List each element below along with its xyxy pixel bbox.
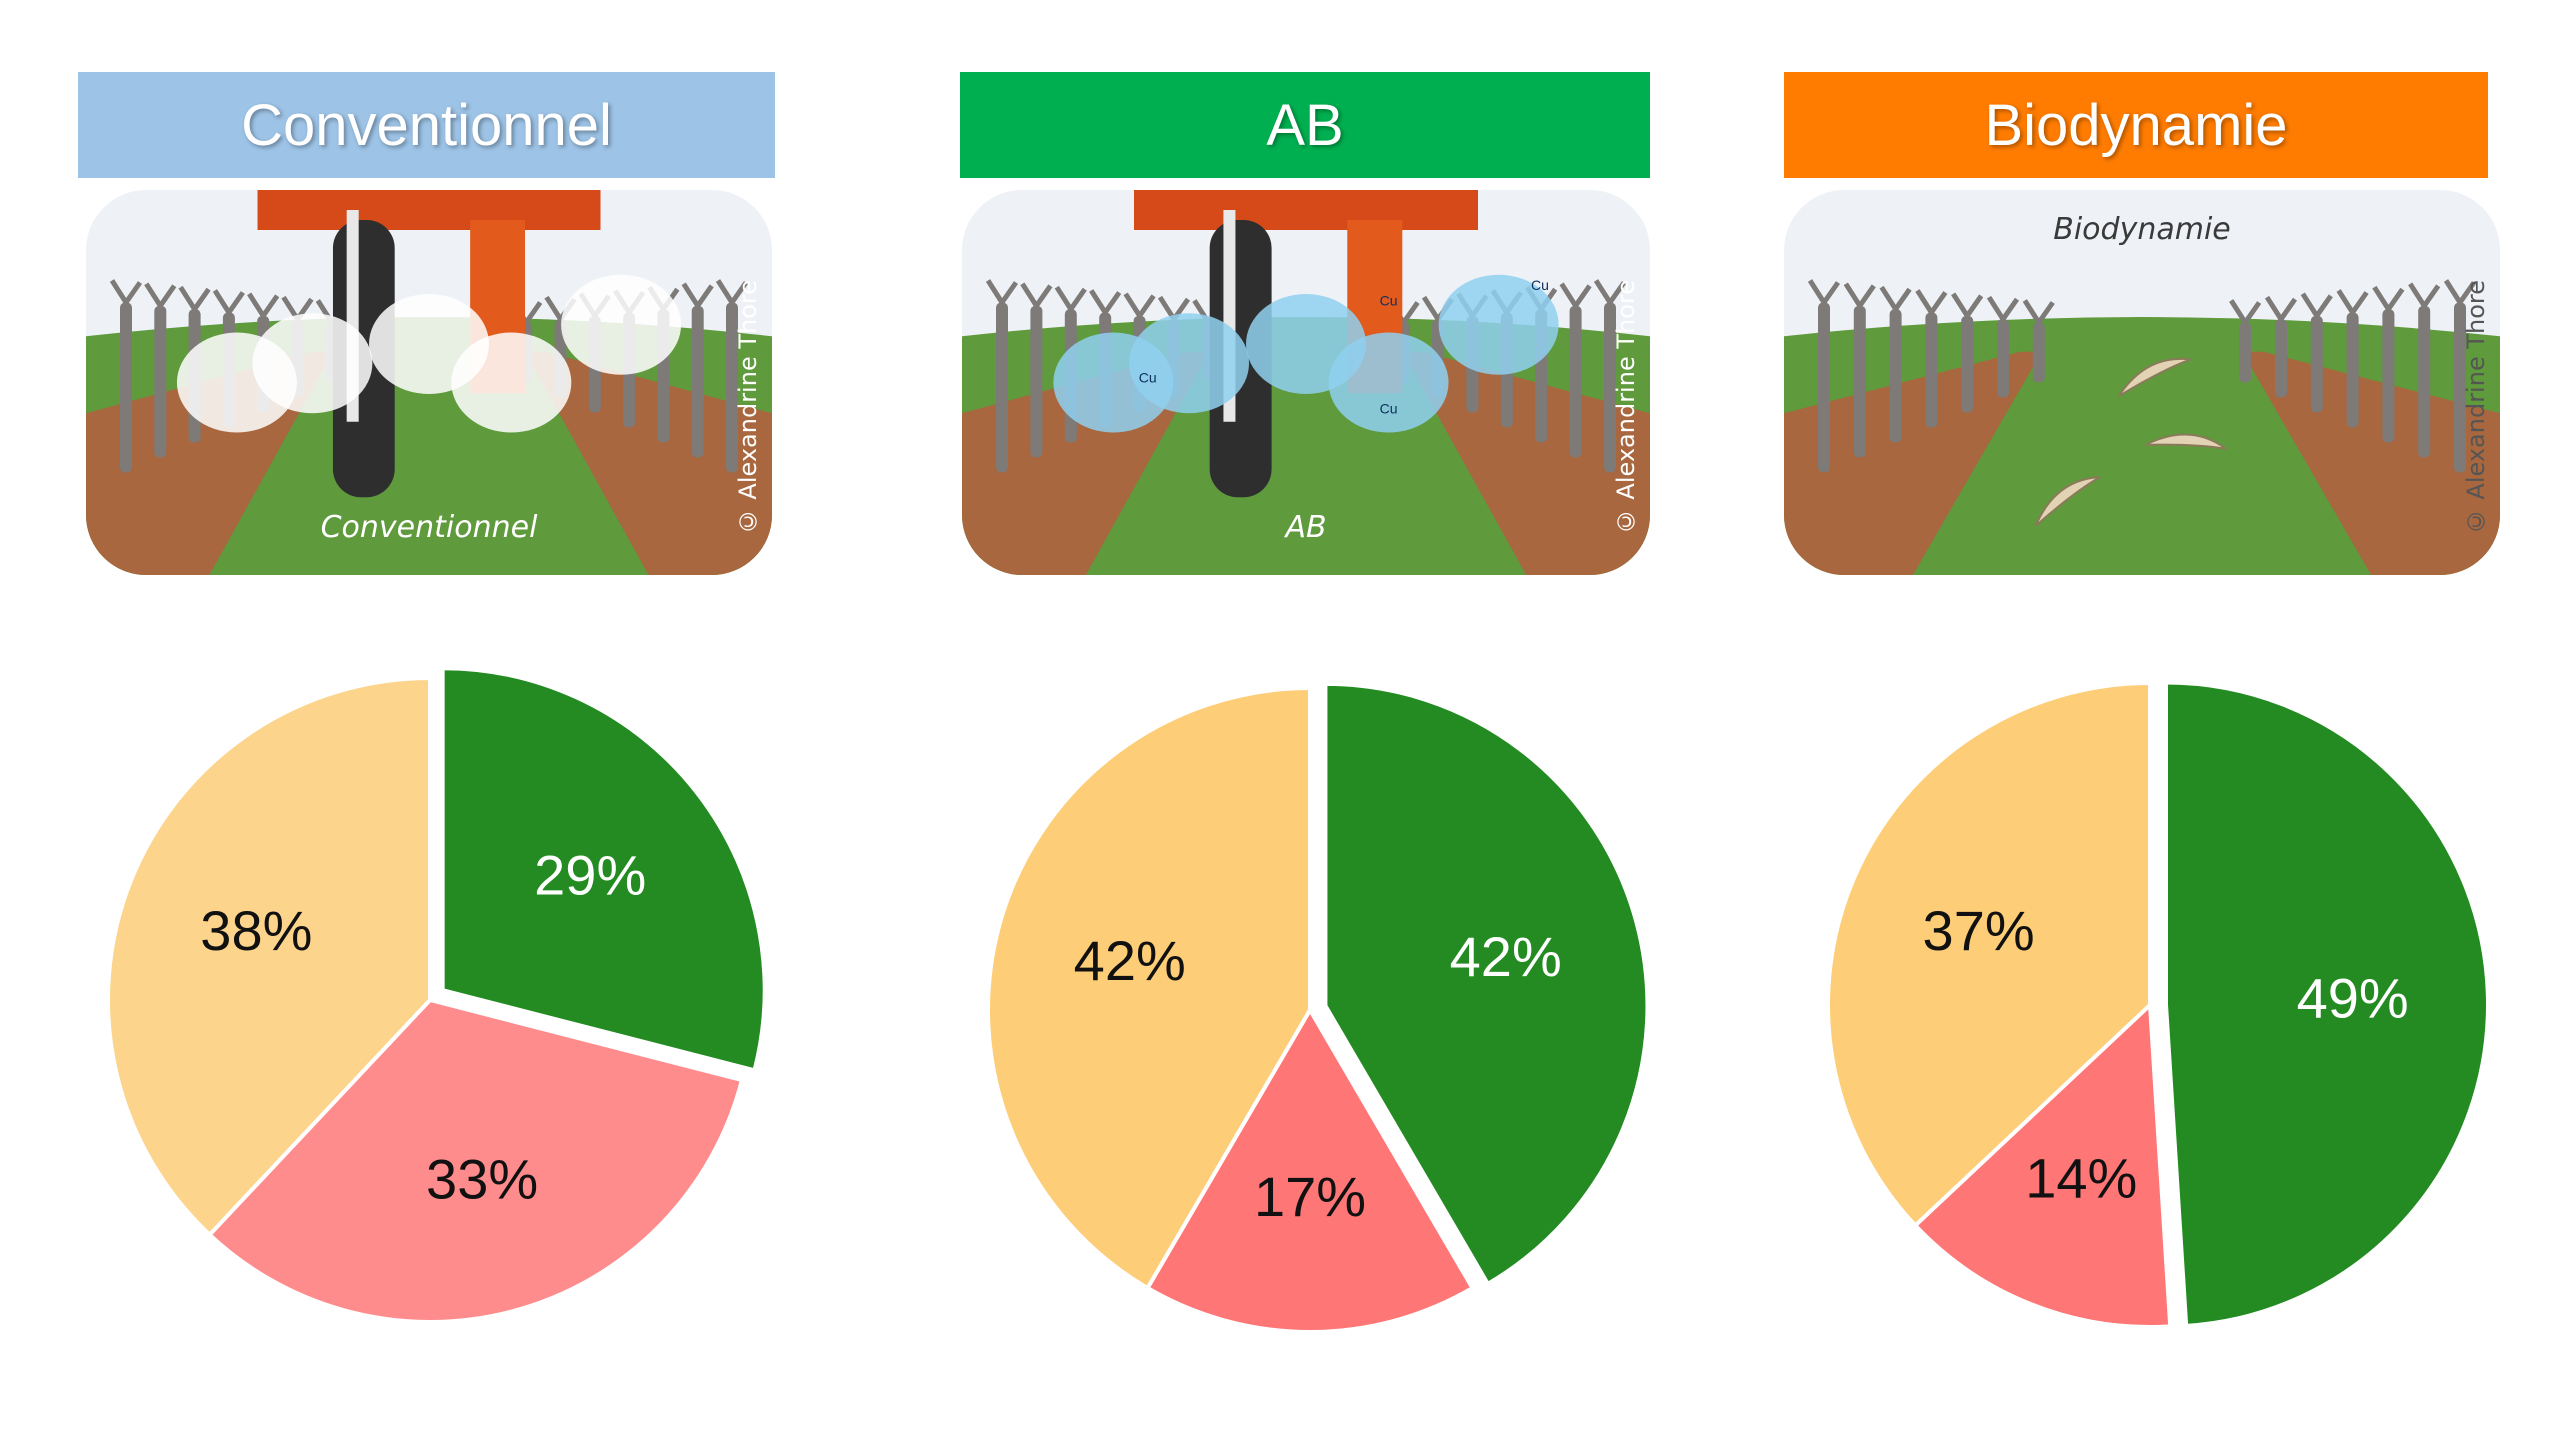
vineyard-scene: Cu Cu Cu Cu — [962, 190, 1650, 575]
panel-title: Conventionnel — [241, 92, 612, 158]
pie-slice — [1323, 681, 1650, 1287]
slice-label: 17% — [1254, 1165, 1366, 1228]
illustration-ab: Cu Cu Cu Cu AB © Alexandrine Thore — [962, 190, 1650, 575]
pie-slice — [1144, 1006, 1476, 1334]
pie-slice — [986, 685, 1312, 1291]
spray-label: Cu — [1139, 370, 1157, 386]
slice-label: 37% — [1923, 899, 2035, 962]
pie-slice — [206, 997, 745, 1324]
pie-chart-biodynamie: 49% 14% 37% — [1800, 655, 2520, 1375]
illustration-caption: Conventionnel — [320, 510, 538, 545]
slice-label: 29% — [534, 844, 646, 907]
panel-title: AB — [1266, 92, 1344, 158]
vineyard-scene — [86, 190, 772, 575]
panel-header-ab: AB — [960, 72, 1650, 178]
panel-title: Biodynamie — [1984, 92, 2288, 158]
slice-label: 42% — [1450, 925, 1562, 988]
panel-header-conventionnel: Conventionnel — [78, 72, 775, 178]
slice-label: 33% — [426, 1147, 538, 1210]
illustration-caption: Biodynamie — [2053, 212, 2231, 247]
illustration-conventionnel: Conventionnel © Alexandrine Thore — [86, 190, 772, 575]
vineyard-scene — [1784, 190, 2500, 575]
pie-slice — [1912, 1000, 2173, 1329]
pie-svg: 42% 17% 42% — [986, 681, 1650, 1334]
cow-horn-icon — [2034, 476, 2101, 527]
spray-label: Cu — [1531, 277, 1549, 293]
credit-text: © Alexandrine Thore — [2462, 279, 2490, 535]
panel-header-biodynamie: Biodynamie — [1784, 72, 2488, 178]
illustration-biodynamie: Biodynamie © Alexandrine Thore — [1784, 190, 2500, 575]
pie-chart-conventionnel: 29% 33% 38% — [100, 660, 800, 1360]
pie-chart-ab: 42% 17% 42% — [960, 660, 1680, 1380]
pie-svg: 49% 14% 37% — [1826, 680, 2490, 1329]
slice-label: 49% — [2297, 967, 2409, 1030]
pie-slice — [2163, 680, 2490, 1328]
pie-slice — [1826, 680, 2152, 1229]
spray-label: Cu — [1380, 293, 1398, 309]
credit-text: © Alexandrine Thore — [1612, 279, 1640, 535]
credit-text: © Alexandrine Thore — [734, 279, 762, 535]
slice-label: 38% — [200, 899, 312, 962]
pie-slice — [106, 675, 432, 1238]
cow-horn-icon — [2145, 433, 2227, 450]
spray-label: Cu — [1380, 400, 1398, 416]
cow-horn-icon — [2117, 357, 2191, 398]
illustration-caption: AB — [1285, 510, 1327, 545]
pie-svg: 29% 33% 38% — [106, 666, 767, 1324]
slice-label: 42% — [1074, 929, 1186, 992]
pie-slice — [440, 666, 767, 1073]
slice-label: 14% — [2025, 1147, 2137, 1210]
